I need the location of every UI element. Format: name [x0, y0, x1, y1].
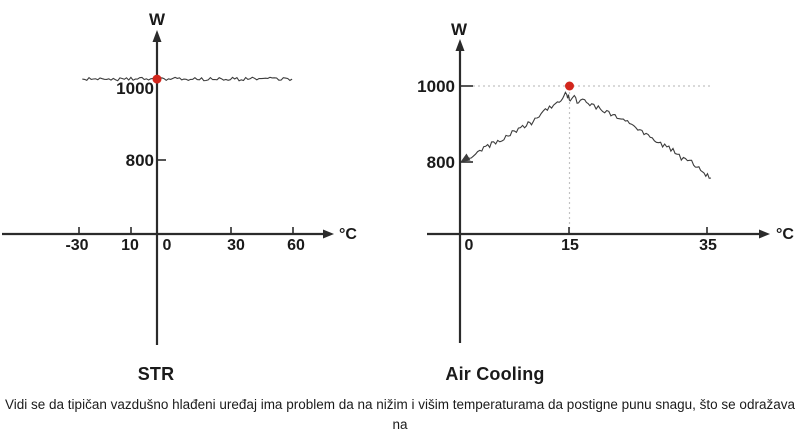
charts-canvas: [2, 30, 770, 345]
left-y-axis-unit-label: W: [148, 10, 166, 29]
left-xtick-label-0: 0: [162, 237, 172, 254]
left-x-axis-unit-label: °C: [339, 226, 357, 243]
figure-caption: Vidi se da tipičan vazdušno hlađeni uređ…: [0, 395, 800, 437]
right-ytick-label-1000: 1000: [417, 77, 455, 96]
y-axis-arrow: [152, 30, 162, 42]
curve-start-arrow: [460, 153, 471, 162]
left-xtick-label-neg30: -30: [65, 237, 89, 254]
figure-caption-line-1: Vidi se da tipičan vazdušno hlađeni uređ…: [5, 397, 795, 432]
right-x-axis-unit-label: °C: [776, 226, 794, 243]
left-ytick-label-1000: 1000: [116, 79, 154, 98]
peak-marker-dot: [565, 81, 574, 91]
left-chart-title: STR: [137, 364, 175, 384]
right-y-axis-unit-label: W: [450, 20, 468, 39]
left-xtick-label-10: 10: [121, 237, 139, 254]
right-chart-title: Air Cooling: [445, 364, 545, 384]
x-axis-arrow: [759, 229, 770, 239]
series-laser-output-power: [462, 91, 712, 179]
right-xtick-label-35: 35: [699, 237, 717, 254]
right-xtick-label-0: 0: [464, 237, 474, 254]
right-xtick-label-15: 15: [561, 237, 579, 254]
left-xtick-label-60: 60: [287, 237, 305, 254]
peak-marker-dot: [152, 74, 162, 84]
right-ytick-label-800: 800: [426, 153, 455, 172]
x-axis-arrow: [323, 229, 334, 239]
y-axis-arrow: [455, 39, 465, 51]
left-xtick-label-30: 30: [227, 237, 245, 254]
series-laser-output-power: [82, 76, 293, 82]
left-ytick-label-800: 800: [125, 151, 154, 170]
